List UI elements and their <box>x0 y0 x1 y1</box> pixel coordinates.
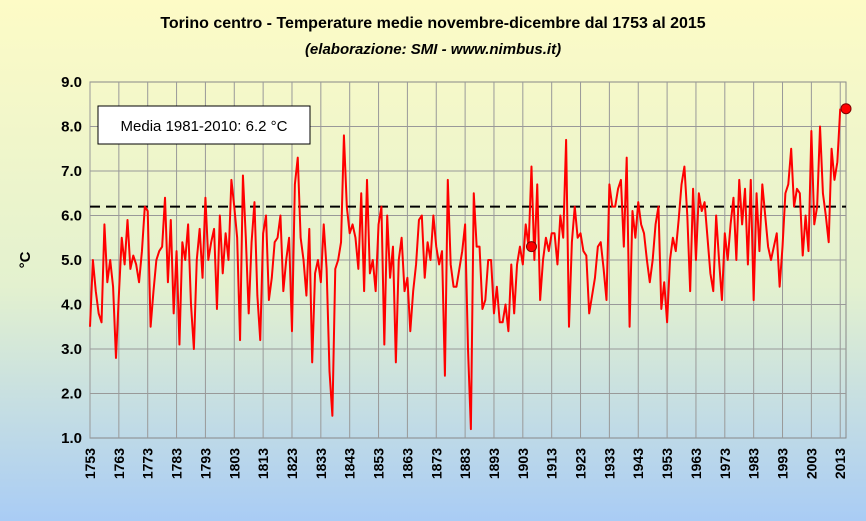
x-tick-label: 1813 <box>255 448 271 479</box>
x-tick-label: 1833 <box>313 448 329 479</box>
x-tick-label: 1783 <box>169 448 185 479</box>
axis-tick-labels: 1.0 2.0 3.0 4.0 5.0 6.0 7.0 8.0 9.0 1753 1763 1773 1… <box>61 74 848 479</box>
y-tick-label: 6.0 <box>61 208 82 225</box>
highlighted-point <box>525 241 537 253</box>
x-tick-label: 1923 <box>573 448 589 479</box>
x-tick-label: 2013 <box>832 448 848 479</box>
x-tick-label: 1773 <box>140 448 156 479</box>
x-tick-label: 2003 <box>803 448 819 479</box>
x-tick-label: 1793 <box>197 448 213 479</box>
highlighted-point <box>840 103 852 115</box>
x-tick-label: 1903 <box>515 448 531 479</box>
x-tick-label: 1913 <box>544 448 560 479</box>
x-tick-label: 1873 <box>428 448 444 479</box>
highlighted-points-layer <box>525 103 852 253</box>
x-tick-label: 1803 <box>226 448 242 479</box>
x-tick-label: 1883 <box>457 448 473 479</box>
x-tick-label: 1943 <box>630 448 646 479</box>
x-tick-label: 1893 <box>486 448 502 479</box>
x-tick-label: 1953 <box>659 448 675 479</box>
x-tick-label: 1933 <box>601 448 617 479</box>
y-tick-label: 3.0 <box>61 341 82 358</box>
y-tick-label: 7.0 <box>61 163 82 180</box>
y-tick-label: 1.0 <box>61 430 82 447</box>
y-axis-label: °C <box>17 251 34 268</box>
chart-subtitle: (elaborazione: SMI - www.nimbus.it) <box>304 41 562 58</box>
y-tick-label: 9.0 <box>61 74 82 91</box>
chart-title: Torino centro - Temperature medie novemb… <box>160 15 706 32</box>
x-tick-label: 1753 <box>82 448 98 479</box>
legend-annotation: Media 1981-2010: 6.2 °C <box>121 118 288 135</box>
series-layer <box>89 108 842 431</box>
y-tick-label: 4.0 <box>61 297 82 314</box>
legend-box <box>97 105 311 145</box>
x-tick-label: 1863 <box>399 448 415 479</box>
y-tick-label: 8.0 <box>61 119 82 136</box>
y-tick-label: 5.0 <box>61 252 82 269</box>
x-tick-label: 1983 <box>746 448 762 479</box>
y-tick-label: 2.0 <box>61 386 82 403</box>
x-tick-label: 1973 <box>717 448 733 479</box>
x-tick-label: 1843 <box>342 448 358 479</box>
x-tick-label: 1823 <box>284 448 300 479</box>
x-tick-label: 1763 <box>111 448 127 479</box>
x-tick-label: 1993 <box>775 448 791 479</box>
x-tick-label: 1963 <box>688 448 704 479</box>
series-line <box>89 108 842 431</box>
x-tick-label: 1853 <box>371 448 387 479</box>
